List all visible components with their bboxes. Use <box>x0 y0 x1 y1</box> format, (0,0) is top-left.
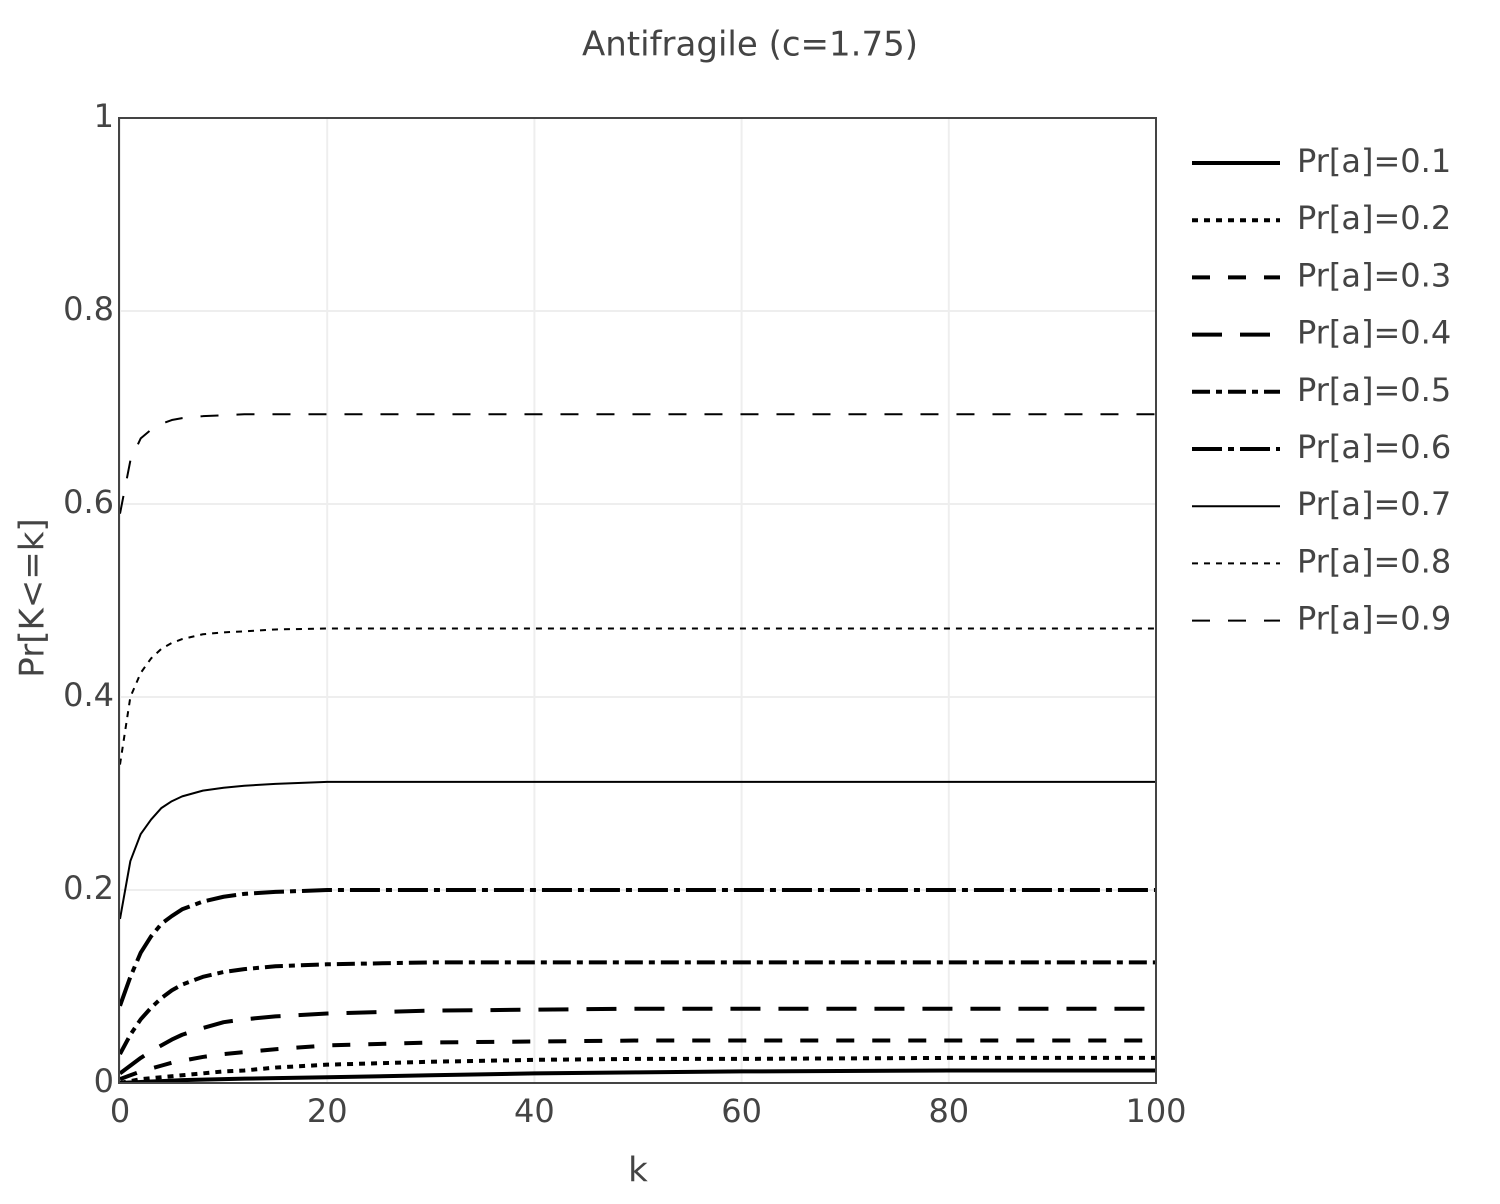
legend-label: Pr[a]=0.2 <box>1297 199 1451 237</box>
legend: Pr[a]=0.1 Pr[a]=0.2 Pr[a]=0.3 Pr[a]=0.4 Pr[a… <box>1192 142 1451 638</box>
series-line <box>119 780 1156 920</box>
plot-frame <box>118 117 1157 1084</box>
x-tick-label: 100 <box>1125 1092 1186 1130</box>
y-tick-label: 0.8 <box>63 290 114 328</box>
legend-label: Pr[a]=0.7 <box>1297 485 1451 523</box>
series-line <box>119 960 1156 1055</box>
axes: 0 20 40 60 80 100 0 0.2 0.4 0.6 0.8 1 <box>63 97 1186 1130</box>
chart-title: Antifragile (c=1.75) <box>582 25 918 65</box>
series-line <box>119 1038 1156 1082</box>
series-line <box>119 888 1156 1007</box>
y-tick-label: 0.6 <box>63 483 114 521</box>
legend-label: Pr[a]=0.3 <box>1297 256 1451 294</box>
series-line <box>119 413 1156 514</box>
legend-label: Pr[a]=0.4 <box>1297 314 1451 352</box>
series-line <box>119 1068 1156 1084</box>
series-line <box>119 1055 1156 1084</box>
legend-label: Pr[a]=0.5 <box>1297 371 1451 409</box>
x-tick-label: 60 <box>721 1092 762 1130</box>
y-tick-label: 0 <box>94 1062 114 1100</box>
grid <box>119 117 1157 1084</box>
series-line <box>119 627 1156 765</box>
x-tick-label: 20 <box>307 1092 348 1130</box>
y-tick-label: 1 <box>94 97 114 135</box>
legend-label: Pr[a]=0.6 <box>1297 428 1451 466</box>
series-line <box>119 1006 1156 1075</box>
x-tick-label: 80 <box>928 1092 969 1130</box>
legend-label: Pr[a]=0.1 <box>1297 142 1451 180</box>
y-tick-label: 0.2 <box>63 869 114 907</box>
legend-label: Pr[a]=0.9 <box>1297 600 1451 638</box>
x-axis-label: k <box>628 1151 648 1191</box>
x-tick-label: 40 <box>514 1092 555 1130</box>
legend-label: Pr[a]=0.8 <box>1297 542 1451 580</box>
plot-lines <box>119 413 1156 1084</box>
y-tick-label: 0.4 <box>63 676 114 714</box>
x-tick-label: 0 <box>110 1092 130 1130</box>
y-axis-label: Pr[K<=k] <box>13 518 53 677</box>
